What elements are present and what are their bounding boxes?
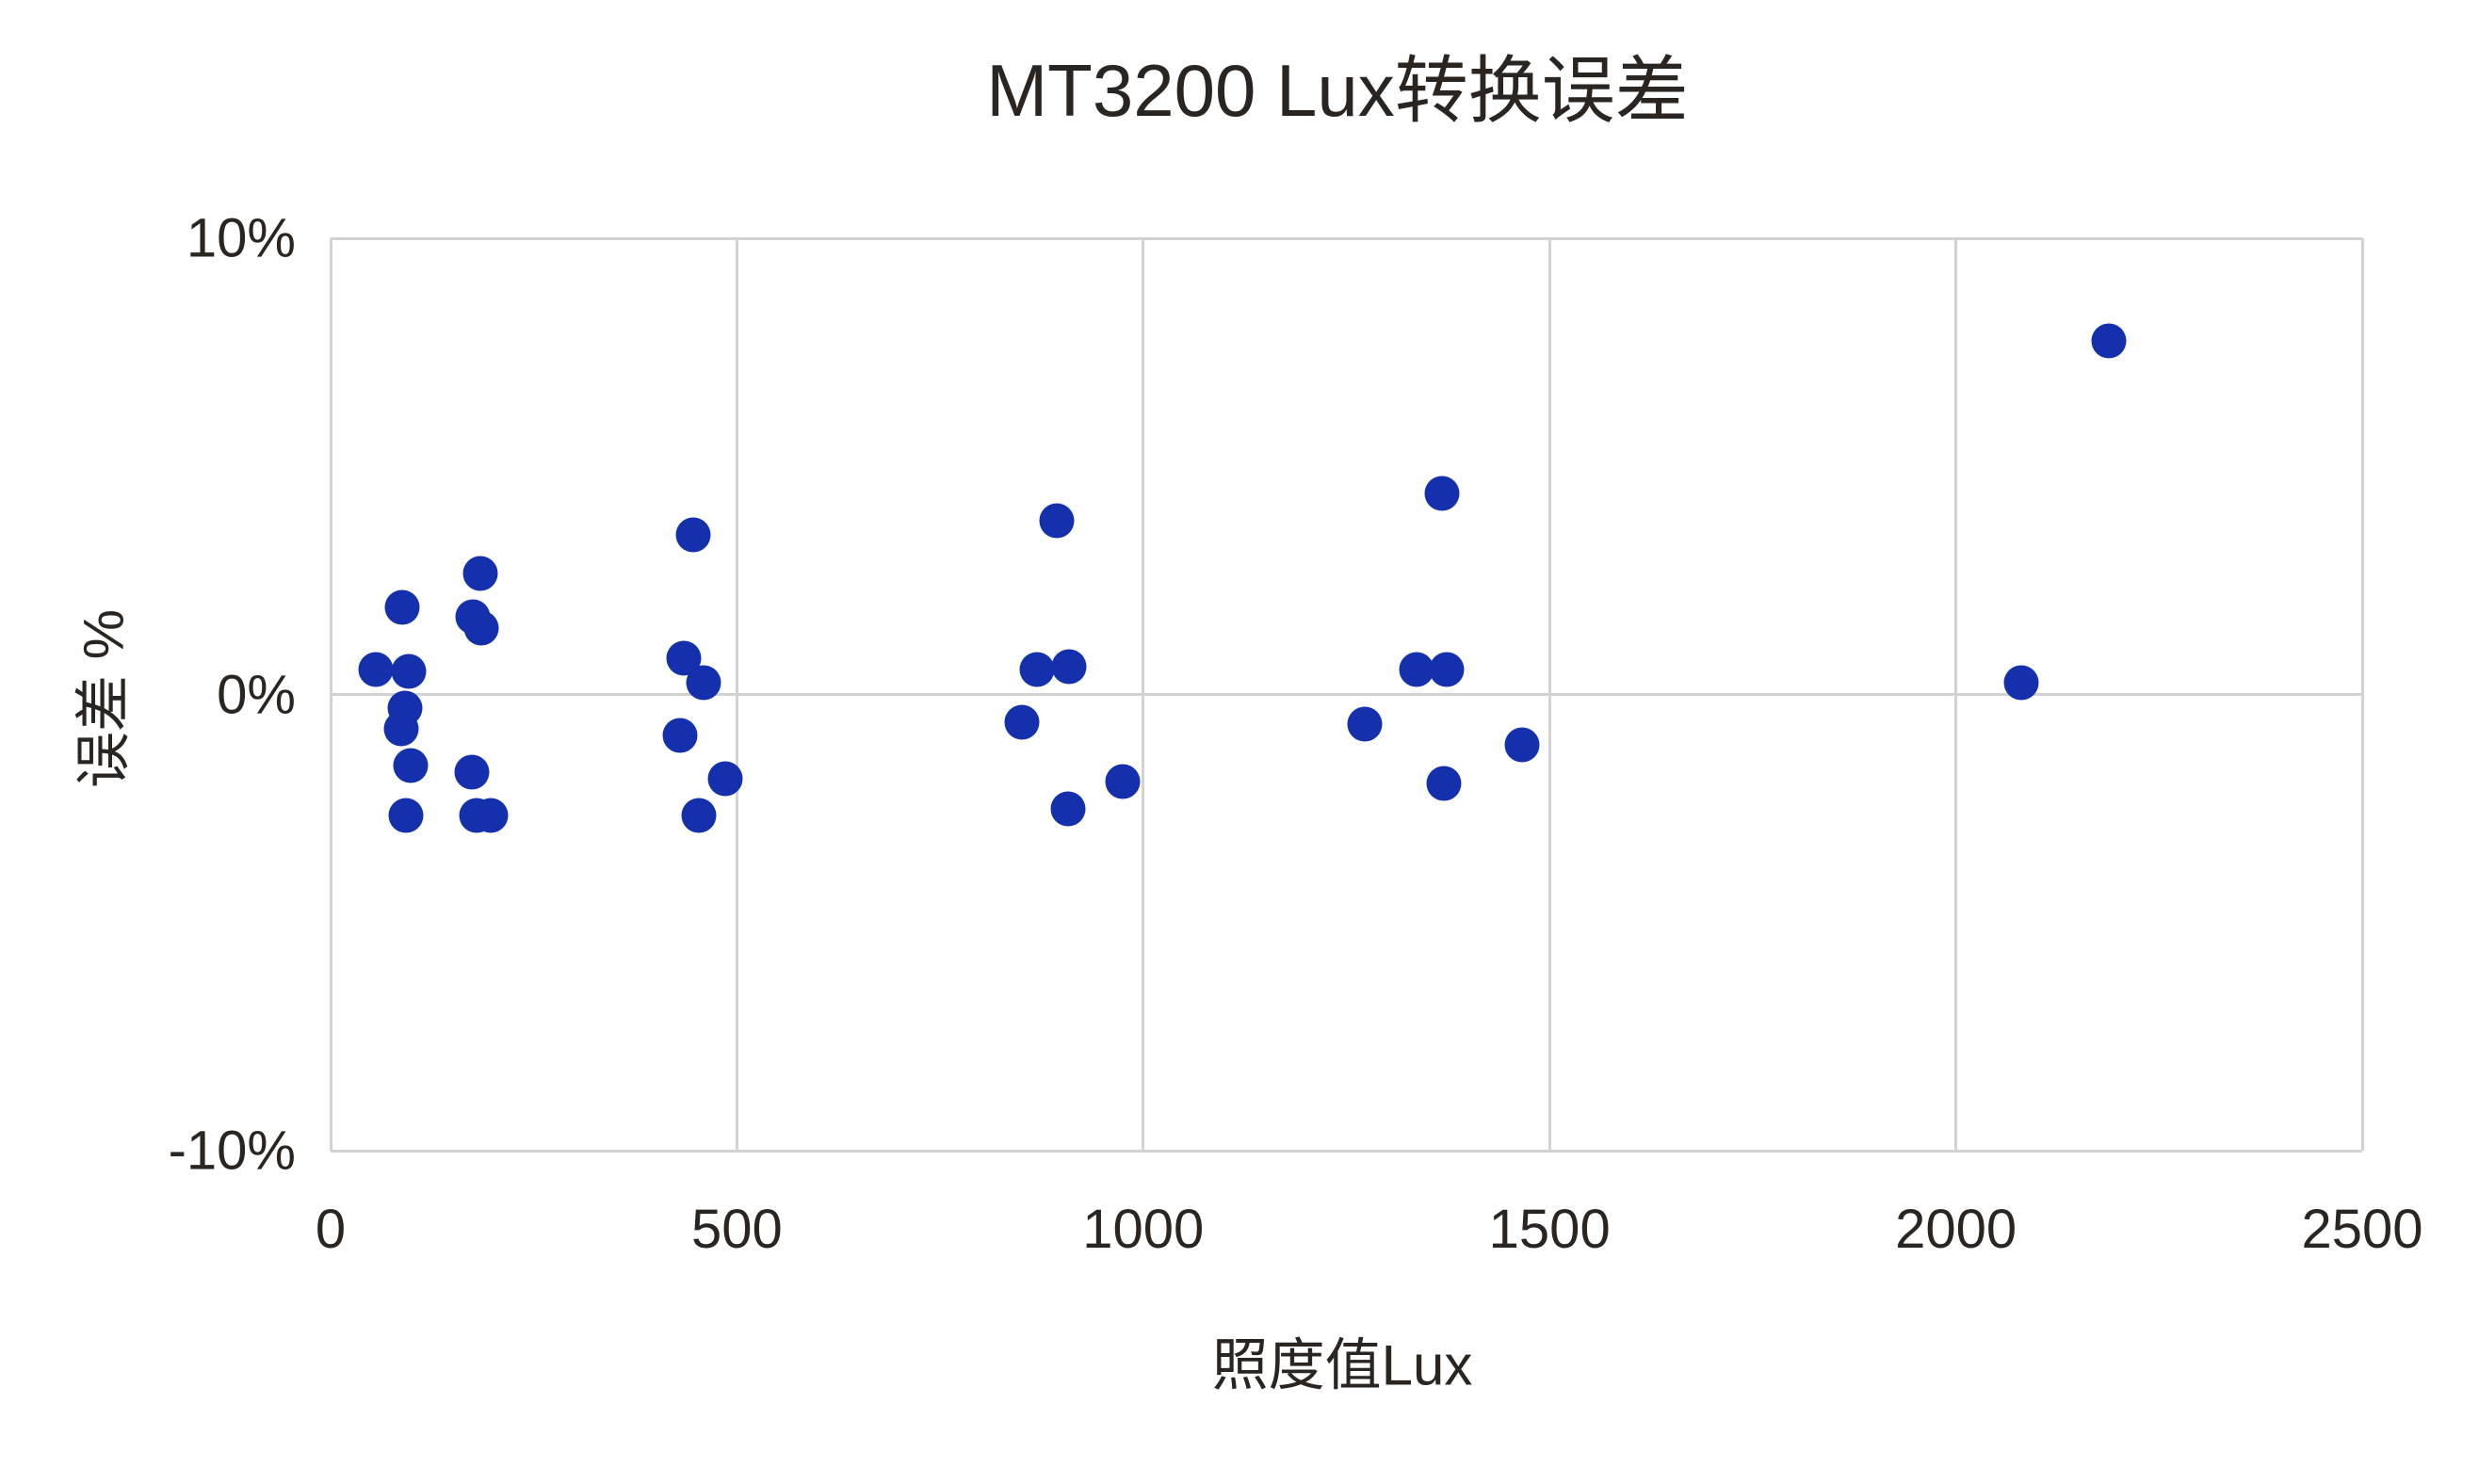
data-point [384,589,420,625]
x-tick-label-2000: 2000 [1895,1199,2017,1260]
data-point [1039,503,1075,539]
x-tick-label-1500: 1500 [1488,1199,1611,1260]
data-point [2091,323,2127,359]
data-point [454,754,490,790]
data-point [1504,727,1540,763]
x-tick-label-0: 0 [315,1199,347,1260]
data-point [1051,649,1087,685]
data-point [391,653,427,689]
data-point [462,556,498,591]
data-point [1426,766,1462,801]
data-point [463,610,499,646]
data-point [1347,706,1383,742]
data-point [662,718,698,753]
plot-area [329,236,2364,1153]
data-point [1004,704,1040,740]
y-tick-label-0: 0% [217,664,296,725]
gridline-x-2500 [2360,238,2364,1151]
gridline-y--10 [331,1149,2362,1153]
data-point [707,761,743,797]
gridline-y-10 [331,236,2362,240]
data-point [473,798,509,833]
data-point [1105,764,1141,799]
x-axis-title: 照度值Lux [1211,1333,1473,1397]
data-point [383,711,419,747]
y-tick-label-10: 10% [186,207,296,269]
x-tick-label-1000: 1000 [1082,1199,1205,1260]
data-point [686,665,721,701]
data-point [1050,791,1086,827]
data-point [2003,665,2039,701]
gridline-y-0 [331,692,2362,696]
data-point [681,798,717,833]
data-point [1424,476,1460,511]
data-point [1399,652,1434,687]
x-tick-label-500: 500 [691,1199,783,1260]
data-point [388,798,424,833]
data-point [358,652,394,687]
y-axis-title: 误差 % [72,608,136,789]
chart-title: MT3200 Lux转换误差 [986,49,1689,132]
x-tick-label-2500: 2500 [2301,1199,2423,1260]
data-point [393,748,429,783]
data-point [1019,652,1055,687]
data-point [1429,652,1465,687]
y-tick-label--10: -10% [168,1120,296,1182]
data-point [675,517,711,553]
